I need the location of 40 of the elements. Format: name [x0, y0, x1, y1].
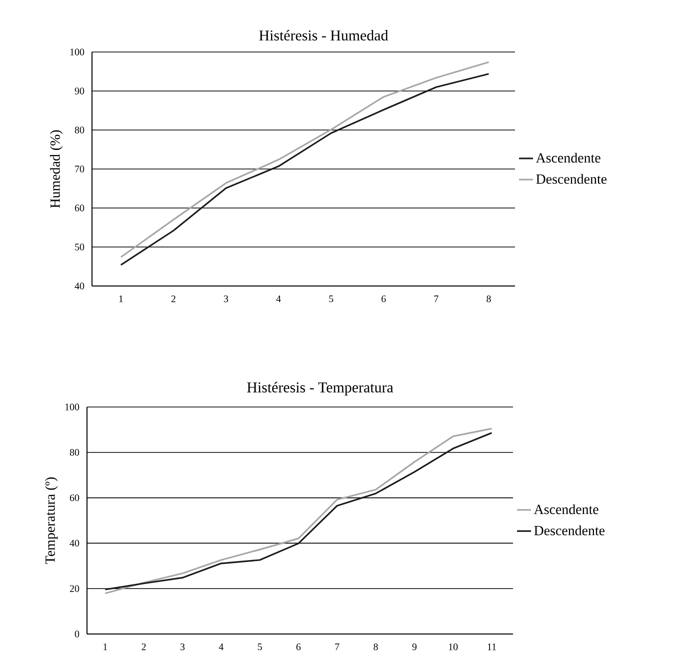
y-tick-label: 100: [70, 48, 84, 56]
x-tick-label: 9: [412, 644, 417, 650]
y-tick-label: 90: [74, 88, 84, 94]
x-tick-label: 1: [104, 644, 108, 650]
y-tick-label: 20: [70, 585, 80, 592]
x-tick-label: 11: [488, 644, 496, 650]
chart-title: Histéresis - Humedad: [259, 30, 388, 40]
x-tick-label: 5: [329, 296, 334, 302]
x-tick-label: 1: [119, 296, 123, 302]
x-tick-label: 2: [171, 296, 176, 302]
chart-title: Histéresis - Temperatura: [247, 382, 394, 396]
y-tick-label: 60: [74, 204, 84, 212]
x-tick-label: 6: [382, 296, 386, 302]
x-tick-label: 3: [224, 296, 228, 302]
y-tick-label: 40: [74, 282, 84, 290]
x-tick-label: 7: [335, 644, 340, 650]
y-tick-label: 50: [75, 244, 84, 250]
y-tick-label: 0: [74, 630, 80, 638]
y-axis-title: Temperatura (º): [45, 477, 58, 564]
x-tick-label: 4: [276, 296, 281, 302]
x-tick-label: 7: [434, 296, 438, 302]
y-tick-label: 80: [74, 126, 84, 134]
legend-label: Descendente: [536, 174, 607, 184]
y-tick-label: 60: [70, 494, 80, 502]
legend-label: Descendente: [534, 525, 605, 536]
y-axis-title: Humedad (%): [50, 130, 63, 208]
x-tick-label: 8: [486, 296, 491, 302]
y-tick-label: 80: [70, 449, 80, 456]
x-tick-label: 3: [180, 644, 185, 650]
x-tick-label: 6: [296, 644, 301, 650]
x-tick-label: 8: [374, 644, 378, 650]
y-tick-label: 40: [70, 540, 80, 547]
y-tick-label: 100: [65, 404, 80, 410]
y-tick-label: 70: [75, 166, 84, 172]
x-tick-label: 4: [218, 644, 224, 650]
x-tick-label: 5: [258, 644, 262, 650]
x-tick-label: 10: [448, 644, 458, 650]
x-tick-label: 2: [142, 644, 146, 650]
legend-label: Ascendente: [534, 504, 598, 514]
legend-label: Ascendente: [536, 152, 600, 163]
